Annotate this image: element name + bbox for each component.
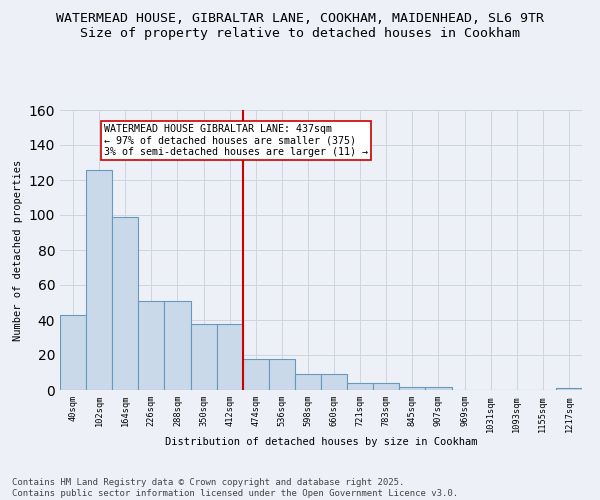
Bar: [373, 383, 400, 390]
Bar: [269, 358, 295, 390]
Bar: [321, 374, 347, 390]
Bar: [295, 374, 321, 390]
Text: Contains HM Land Registry data © Crown copyright and database right 2025.
Contai: Contains HM Land Registry data © Crown c…: [12, 478, 458, 498]
Bar: [112, 217, 139, 390]
Y-axis label: Number of detached properties: Number of detached properties: [13, 160, 23, 340]
Text: WATERMEAD HOUSE GIBRALTAR LANE: 437sqm
← 97% of detached houses are smaller (375: WATERMEAD HOUSE GIBRALTAR LANE: 437sqm ←…: [104, 124, 368, 157]
X-axis label: Distribution of detached houses by size in Cookham: Distribution of detached houses by size …: [165, 437, 477, 447]
Bar: [191, 324, 217, 390]
Text: WATERMEAD HOUSE, GIBRALTAR LANE, COOKHAM, MAIDENHEAD, SL6 9TR: WATERMEAD HOUSE, GIBRALTAR LANE, COOKHAM…: [56, 12, 544, 26]
Bar: [164, 300, 191, 390]
Bar: [556, 388, 582, 390]
Bar: [242, 358, 269, 390]
Bar: [400, 386, 425, 390]
Bar: [139, 300, 164, 390]
Text: Size of property relative to detached houses in Cookham: Size of property relative to detached ho…: [80, 28, 520, 40]
Bar: [86, 170, 112, 390]
Bar: [60, 315, 86, 390]
Bar: [347, 383, 373, 390]
Bar: [217, 324, 243, 390]
Bar: [425, 386, 452, 390]
